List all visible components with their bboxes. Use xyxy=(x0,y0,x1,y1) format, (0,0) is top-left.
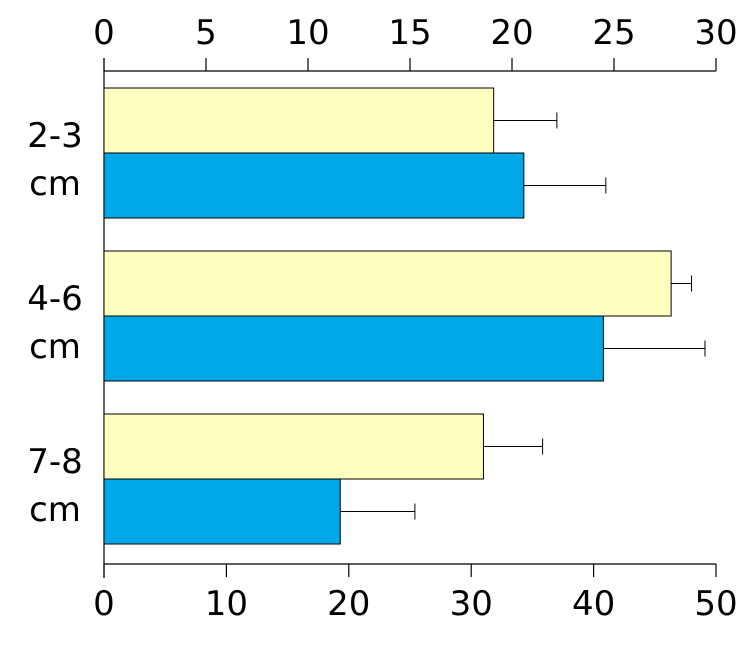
top-axis: 0 5 10 15 20 25 30 xyxy=(93,13,738,72)
bar-light-2 xyxy=(103,413,484,480)
bottom-axis-tick-label: 30 xyxy=(450,584,493,624)
bar-blue-1 xyxy=(103,315,604,382)
top-axis-tick-label: 30 xyxy=(694,13,737,53)
category-label: 2-3 xyxy=(27,116,83,156)
category-label-unit: cm xyxy=(29,327,81,367)
category-labels: 2-3 cm 4-6 cm 7-8 cm xyxy=(27,116,83,530)
top-axis-tick-label: 20 xyxy=(490,13,533,53)
bar-blue-0 xyxy=(103,152,525,219)
bottom-axis-tick-label: 0 xyxy=(93,584,115,624)
top-axis-tick-label: 5 xyxy=(195,13,217,53)
top-axis-tick-label: 25 xyxy=(592,13,635,53)
bottom-axis-tick-label: 20 xyxy=(327,584,370,624)
category-label: 7-8 xyxy=(27,442,83,482)
bars xyxy=(103,87,706,545)
bottom-axis-tick-label: 10 xyxy=(205,584,248,624)
bottom-axis: 0 10 20 30 40 50 xyxy=(93,563,738,624)
bar-light-0 xyxy=(103,87,495,154)
category-label-unit: cm xyxy=(29,164,81,204)
bottom-axis-tick-label: 40 xyxy=(572,584,615,624)
category-label: 4-6 xyxy=(27,279,83,319)
top-axis-tick-label: 15 xyxy=(388,13,431,53)
top-axis-tick-label: 10 xyxy=(286,13,329,53)
bottom-axis-tick-label: 50 xyxy=(694,584,737,624)
top-axis-tick-label: 0 xyxy=(93,13,115,53)
category-label-unit: cm xyxy=(29,490,81,530)
bar-blue-2 xyxy=(103,478,341,545)
bar-light-1 xyxy=(103,250,672,317)
